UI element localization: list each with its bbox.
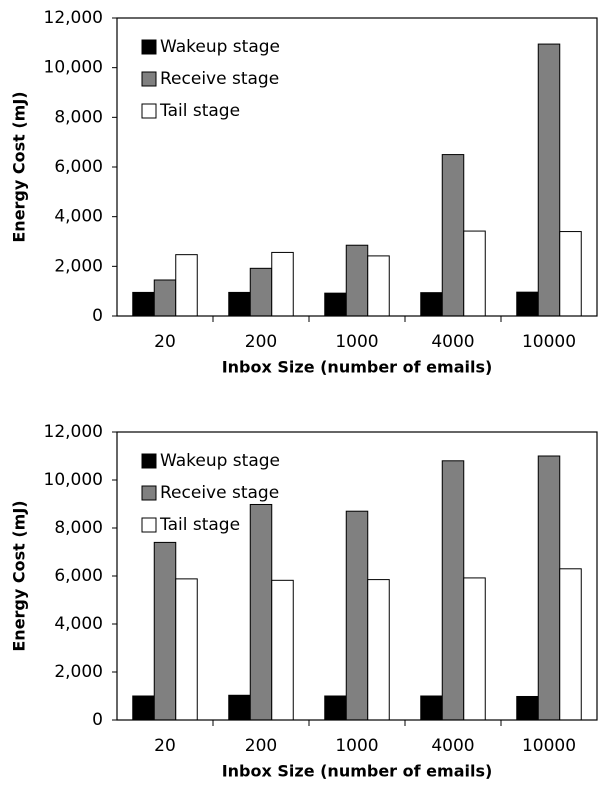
x-tick-label: 20 (154, 332, 176, 352)
bar (441, 154, 465, 317)
x-tick-label: 10000 (522, 332, 576, 352)
bar (559, 231, 582, 317)
x-axis-title: Inbox Size (number of emails) (222, 762, 493, 781)
bar (271, 251, 294, 317)
bar (175, 578, 198, 721)
bar (324, 695, 347, 721)
bar (345, 244, 369, 317)
bar (463, 230, 486, 317)
y-axis-title: Energy Cost (mJ) (10, 91, 29, 242)
legend-label: Receive stage (160, 483, 279, 503)
x-tick-label: 10000 (522, 736, 576, 756)
bar (345, 510, 369, 721)
bar (249, 267, 273, 317)
bar (153, 279, 177, 317)
x-tick-label: 4000 (431, 332, 474, 352)
bar (420, 695, 443, 721)
bar (271, 579, 294, 721)
bar (516, 291, 539, 317)
y-tick-label: 8,000 (54, 107, 103, 127)
plot-frame (116, 431, 598, 721)
y-tick-label: 12,000 (44, 8, 103, 28)
legend-label: Tail stage (159, 101, 240, 121)
y-tick-label: 6,000 (54, 566, 103, 586)
legend-swatch (141, 103, 157, 119)
bar (367, 579, 390, 721)
x-tick-label: 200 (245, 736, 277, 756)
y-tick-label: 0 (92, 710, 103, 730)
bar (516, 695, 539, 721)
legend-swatch (141, 71, 157, 87)
legend-label: Wakeup stage (160, 37, 280, 57)
bar (537, 455, 561, 721)
y-tick-label: 2,000 (54, 256, 103, 276)
bar (132, 695, 155, 721)
x-tick-label: 200 (245, 332, 277, 352)
legend-label: Tail stage (159, 515, 240, 535)
bar (132, 291, 155, 317)
bar (420, 292, 443, 317)
legend-label: Receive stage (160, 69, 279, 89)
legend-label: Wakeup stage (160, 451, 280, 471)
y-tick-label: 6,000 (54, 157, 103, 177)
bar (367, 255, 390, 317)
bar (441, 460, 465, 721)
bar (228, 291, 251, 317)
bar (463, 577, 486, 721)
y-tick-label: 8,000 (54, 518, 103, 538)
x-tick-label: 20 (154, 736, 176, 756)
bar (537, 43, 561, 317)
x-tick-label: 4000 (431, 736, 474, 756)
legend-swatch (141, 485, 157, 501)
y-tick-label: 4,000 (54, 207, 103, 227)
legend-swatch (141, 517, 157, 533)
bar (153, 541, 177, 721)
x-tick-label: 1000 (335, 332, 378, 352)
bar (559, 568, 582, 721)
bar (249, 503, 273, 721)
x-tick-label: 1000 (335, 736, 378, 756)
y-tick-label: 2,000 (54, 662, 103, 682)
legend-swatch (141, 453, 157, 469)
bar (175, 254, 198, 317)
y-tick-label: 4,000 (54, 614, 103, 634)
y-tick-label: 12,000 (44, 422, 103, 442)
y-axis-title: Energy Cost (mJ) (10, 500, 29, 651)
bar (228, 694, 251, 721)
x-axis-title: Inbox Size (number of emails) (222, 358, 493, 377)
legend-swatch (141, 39, 157, 55)
y-tick-label: 0 (92, 306, 103, 326)
bar (324, 292, 347, 317)
plot-frame (116, 17, 598, 317)
y-tick-label: 10,000 (44, 58, 103, 78)
y-tick-label: 10,000 (44, 470, 103, 490)
